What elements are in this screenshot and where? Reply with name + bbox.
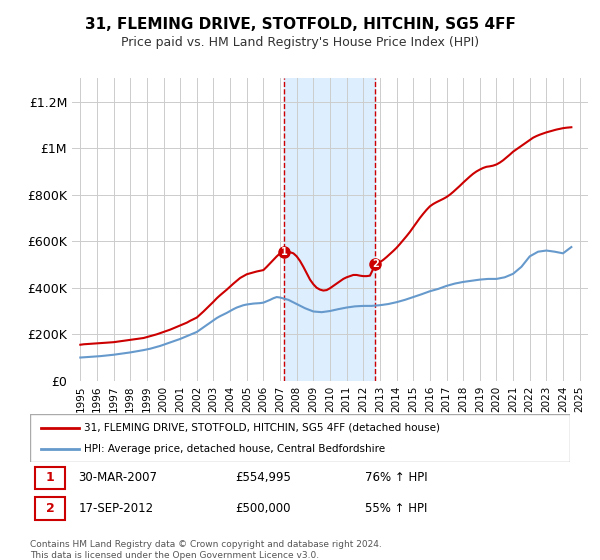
Text: 2: 2 bbox=[46, 502, 55, 515]
Text: £554,995: £554,995 bbox=[235, 472, 291, 484]
FancyBboxPatch shape bbox=[35, 497, 65, 520]
Text: 30-MAR-2007: 30-MAR-2007 bbox=[79, 472, 158, 484]
Text: 17-SEP-2012: 17-SEP-2012 bbox=[79, 502, 154, 515]
Text: 1: 1 bbox=[46, 472, 55, 484]
Text: 1: 1 bbox=[281, 247, 287, 256]
Text: Price paid vs. HM Land Registry's House Price Index (HPI): Price paid vs. HM Land Registry's House … bbox=[121, 36, 479, 49]
Text: 31, FLEMING DRIVE, STOTFOLD, HITCHIN, SG5 4FF: 31, FLEMING DRIVE, STOTFOLD, HITCHIN, SG… bbox=[85, 17, 515, 32]
Text: 55% ↑ HPI: 55% ↑ HPI bbox=[365, 502, 427, 515]
Text: Contains HM Land Registry data © Crown copyright and database right 2024.
This d: Contains HM Land Registry data © Crown c… bbox=[30, 540, 382, 560]
Bar bbox=[284, 78, 375, 381]
FancyBboxPatch shape bbox=[30, 414, 570, 462]
Text: £500,000: £500,000 bbox=[235, 502, 290, 515]
Text: 2: 2 bbox=[372, 259, 379, 269]
Text: 76% ↑ HPI: 76% ↑ HPI bbox=[365, 472, 427, 484]
Text: 31, FLEMING DRIVE, STOTFOLD, HITCHIN, SG5 4FF (detached house): 31, FLEMING DRIVE, STOTFOLD, HITCHIN, SG… bbox=[84, 423, 440, 433]
FancyBboxPatch shape bbox=[35, 466, 65, 489]
Text: HPI: Average price, detached house, Central Bedfordshire: HPI: Average price, detached house, Cent… bbox=[84, 444, 385, 454]
